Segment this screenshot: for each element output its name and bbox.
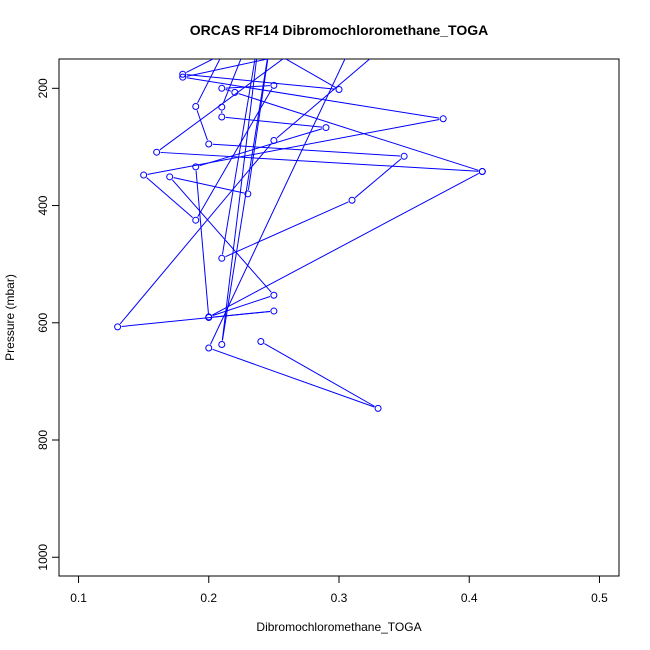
data-point <box>218 103 226 111</box>
chart-title: ORCAS RF14 Dibromochloromethane_TOGA <box>190 22 488 38</box>
series-segment <box>119 143 272 325</box>
series-segment <box>212 143 401 157</box>
data-point <box>270 136 278 144</box>
data-point <box>322 124 330 132</box>
series-segment <box>238 93 479 171</box>
data-point <box>218 254 226 262</box>
x-tick-label: 0.4 <box>461 591 478 605</box>
data-point <box>205 313 213 321</box>
data-point <box>114 323 122 331</box>
series-segment <box>284 59 336 88</box>
data-point <box>179 70 187 78</box>
series-segment <box>173 177 245 194</box>
series-segment <box>221 59 258 341</box>
series-segment <box>171 179 272 293</box>
data-point <box>439 115 447 123</box>
data-point <box>218 113 226 121</box>
series-segment <box>186 59 215 73</box>
series-segment <box>247 59 269 190</box>
data-point <box>478 168 486 176</box>
data-point <box>218 340 226 348</box>
data-point <box>335 85 343 93</box>
series-segment <box>147 119 440 175</box>
y-tick-label: 1000 <box>36 544 50 571</box>
series-segment <box>196 110 208 141</box>
y-axis-label: Pressure (mbar) <box>3 274 17 361</box>
data-point <box>270 81 278 89</box>
data-point <box>153 148 161 156</box>
series-segment <box>221 59 256 255</box>
data-point <box>205 140 213 148</box>
series-segment <box>186 74 336 90</box>
data-point <box>270 291 278 299</box>
data-point <box>192 163 200 171</box>
series-segment <box>221 59 268 341</box>
x-axis-label: Dibromochloromethane_TOGA <box>256 620 421 634</box>
x-tick-label: 0.3 <box>331 591 348 605</box>
data-point <box>205 344 213 352</box>
data-point <box>218 84 226 92</box>
series-segment <box>212 172 479 316</box>
x-tick-label: 0.1 <box>70 591 87 605</box>
series-segment <box>195 170 209 314</box>
series-segment <box>210 59 346 345</box>
x-tick-label: 0.5 <box>591 591 608 605</box>
data-point <box>374 404 382 412</box>
series-segment <box>197 59 221 104</box>
series-segment <box>146 177 194 218</box>
data-point <box>270 307 278 315</box>
series-segment <box>264 343 375 407</box>
series-segment <box>222 59 242 104</box>
data-point <box>400 152 408 160</box>
y-tick-label: 400 <box>36 195 50 215</box>
data-point <box>257 338 265 346</box>
data-point <box>192 102 200 110</box>
plot-area <box>114 59 486 412</box>
data-point <box>231 88 239 96</box>
y-tick-label: 600 <box>36 312 50 332</box>
data-point <box>166 173 174 181</box>
series-segment <box>212 348 375 408</box>
series-segment <box>160 151 479 172</box>
series-segment <box>212 296 271 317</box>
series-segment <box>186 59 270 77</box>
data-point <box>348 196 356 204</box>
data-point <box>140 171 148 179</box>
data-point <box>244 190 252 198</box>
series-segment <box>225 116 323 128</box>
series-segment <box>276 59 371 139</box>
series-segment <box>186 77 440 119</box>
y-axis: 200 400 600 800 1000 <box>36 78 60 571</box>
y-tick-label: 800 <box>36 430 50 450</box>
series-segment <box>225 201 349 258</box>
series-segment <box>159 59 284 151</box>
x-axis: 0.1 0.2 0.3 0.4 0.5 <box>70 575 608 605</box>
series-segment <box>354 158 402 199</box>
series-segment <box>212 310 270 318</box>
data-point <box>179 73 187 81</box>
data-point <box>192 216 200 224</box>
y-tick-label: 200 <box>36 78 50 98</box>
x-tick-label: 0.2 <box>200 591 217 605</box>
